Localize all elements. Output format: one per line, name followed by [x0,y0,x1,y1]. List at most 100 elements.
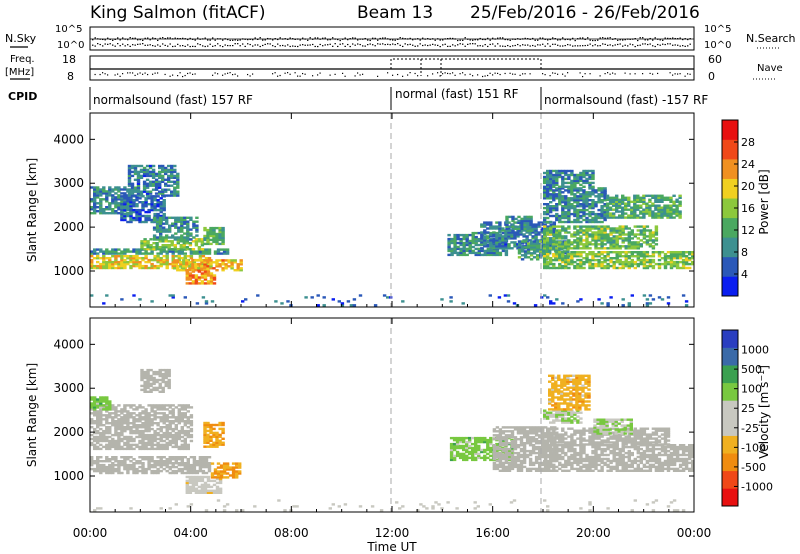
nsearch-point [637,44,639,47]
nsearch-point [429,44,431,46]
nsearch-point [404,43,406,45]
y-tick-label: 4000 [53,132,84,146]
heatmap-cell [615,235,619,238]
heatmap-cell [99,447,103,451]
heatmap-cell [114,406,118,409]
heatmap-cell [591,266,595,270]
heatmap-cell [600,212,604,216]
heatmap-cell [135,248,139,251]
nave-point [359,74,361,76]
heatmap-cell [461,302,465,305]
heatmap-cell [99,420,103,423]
heatmap-cell [132,216,136,220]
heatmap-cell [645,239,650,242]
heatmap-cell [594,216,598,220]
heatmap-cell [180,439,184,443]
heatmap-cell [132,218,136,222]
y-tick-label: 3000 [53,176,84,190]
heatmap-cell [130,194,135,197]
heatmap-cell [120,252,124,255]
heatmap-cell [200,487,205,490]
heatmap-cell [582,203,586,206]
heatmap-cell [576,214,580,218]
nsearch-point [559,45,561,47]
heatmap-cell [636,200,640,203]
heatmap-cell [117,262,121,266]
heatmap-cell [147,214,151,218]
heatmap-cell [235,474,239,477]
heatmap-cell [663,266,668,270]
nsearch-point [549,45,551,47]
heatmap-cell [645,255,650,258]
nsky-point [402,37,404,39]
heatmap-cell [194,278,199,281]
heatmap-cell [657,214,661,217]
heatmap-cell [102,252,106,255]
heatmap-cell [93,204,97,207]
heatmap-cell [132,431,136,435]
heatmap-cell [501,231,506,235]
cpid-segment-2: normal (fast) 151 RF [395,87,519,101]
heatmap-cell [135,208,139,212]
nsearch-point [354,44,356,46]
heatmap-cell [453,239,457,243]
heatmap-cell [183,236,187,239]
heatmap-cell [108,467,112,471]
heatmap-cell [96,463,100,467]
heatmap-cell [645,202,649,205]
heatmap-cell [507,231,511,234]
heatmap-cell [123,186,127,189]
heatmap-cell [594,247,598,250]
heatmap-cell [127,184,132,187]
heatmap-cell [153,443,157,447]
heatmap-cell [654,204,658,207]
heatmap-cell [195,469,200,473]
heatmap-cell [142,184,147,187]
heatmap-cell [148,174,153,178]
nsky-point [654,37,656,39]
heatmap-cell [651,258,656,262]
heatmap-cell [573,179,577,183]
heatmap-cell [99,431,103,435]
heatmap-cell [158,374,162,378]
heatmap-cell [156,422,160,425]
heatmap-cell [185,269,189,272]
heatmap-cell [570,173,574,177]
heatmap-cell [582,199,586,202]
heatmap-cell [520,227,524,230]
nsearch-point [622,45,624,47]
heatmap-cell [99,456,103,459]
heatmap-cell [147,414,151,417]
heatmap-cell [597,195,601,198]
heatmap-cell [174,445,178,449]
heatmap-cell [456,247,460,251]
heatmap-cell [495,237,499,240]
nsearch-point [384,43,386,46]
heatmap-cell [591,243,595,246]
heatmap-cell [135,408,139,411]
heatmap-cell [555,237,559,240]
heatmap-cell [174,458,178,461]
heatmap-cell [215,433,219,437]
nsearch-point [589,43,591,45]
heatmap-cell [576,201,580,204]
heatmap-cell [480,253,484,257]
heatmap-cell [120,447,124,451]
nsky-point [232,39,234,41]
heatmap-cell [130,192,135,195]
nsearch-point [352,43,354,45]
heatmap-cell [173,168,177,172]
heatmap-cell [210,462,215,465]
heatmap-cell [597,264,601,268]
heatmap-cell [537,233,541,236]
heatmap-cell [465,237,469,241]
heatmap-cell [654,216,658,219]
heatmap-cell [114,210,118,213]
heatmap-cell [508,215,512,219]
heatmap-cell [523,217,527,221]
heatmap-cell [579,235,583,238]
heatmap-cell [165,462,169,465]
nsearch-point [627,45,629,47]
nsearch-point [327,44,329,46]
heatmap-cell [621,214,625,217]
